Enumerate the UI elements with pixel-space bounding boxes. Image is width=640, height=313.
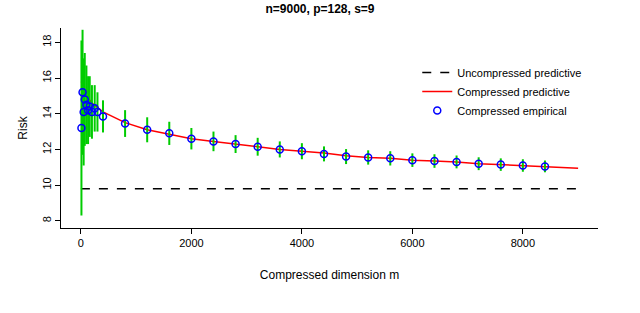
svg-text:6000: 6000 — [400, 237, 424, 249]
svg-text:Risk: Risk — [16, 115, 30, 139]
svg-text:14: 14 — [41, 106, 53, 118]
svg-text:Uncompressed predictive: Uncompressed predictive — [457, 67, 581, 79]
svg-text:2000: 2000 — [179, 237, 203, 249]
svg-text:16: 16 — [41, 70, 53, 82]
svg-text:18: 18 — [41, 35, 53, 47]
svg-text:8: 8 — [41, 216, 53, 222]
svg-text:4000: 4000 — [290, 237, 314, 249]
svg-text:10: 10 — [41, 177, 53, 189]
svg-text:8000: 8000 — [511, 237, 535, 249]
svg-text:0: 0 — [78, 237, 84, 249]
svg-text:Compressed predictive: Compressed predictive — [457, 86, 570, 98]
svg-text:Compressed dimension m: Compressed dimension m — [260, 268, 399, 282]
svg-text:Compressed empirical: Compressed empirical — [457, 105, 566, 117]
svg-text:n=9000, p=128, s=9: n=9000, p=128, s=9 — [265, 2, 374, 16]
svg-text:12: 12 — [41, 142, 53, 154]
